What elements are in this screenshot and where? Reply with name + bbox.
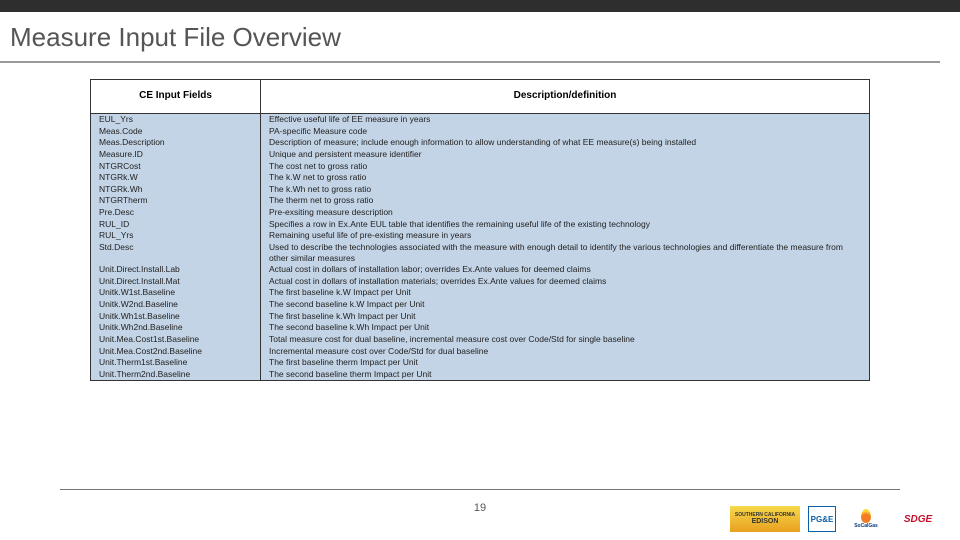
description-cell: The second baseline therm Impact per Uni… [261, 368, 870, 380]
field-cell: Unit.Mea.Cost1st.Baseline [91, 333, 261, 345]
field-cell: Unit.Therm1st.Baseline [91, 357, 261, 369]
description-cell: PA-specific Measure code [261, 125, 870, 137]
table-row: Unit.Mea.Cost2nd.BaselineIncremental mea… [91, 345, 870, 357]
description-cell: The first baseline k.Wh Impact per Unit [261, 310, 870, 322]
table-row: Unit.Mea.Cost1st.BaselineTotal measure c… [91, 333, 870, 345]
description-cell: Pre-exsiting measure description [261, 207, 870, 219]
description-cell: The second baseline k.Wh Impact per Unit [261, 322, 870, 334]
table-row: RUL_IDSpecifies a row in Ex.Ante EUL tab… [91, 218, 870, 230]
table-row: NTGRCostThe cost net to gross ratio [91, 160, 870, 172]
field-cell: NTGRCost [91, 160, 261, 172]
description-cell: Incremental measure cost over Code/Std f… [261, 345, 870, 357]
description-cell: Effective useful life of EE measure in y… [261, 113, 870, 125]
table-row: Unit.Direct.Install.MatActual cost in do… [91, 275, 870, 287]
field-cell: EUL_Yrs [91, 113, 261, 125]
description-cell: The first baseline therm Impact per Unit [261, 357, 870, 369]
table-row: Unitk.Wh1st.BaselineThe first baseline k… [91, 310, 870, 322]
table-row: Std.DescUsed to describe the technologie… [91, 241, 870, 263]
field-cell: Unitk.W2nd.Baseline [91, 299, 261, 311]
field-cell: Unit.Therm2nd.Baseline [91, 368, 261, 380]
socalgas-logo: SoCalGas [844, 506, 888, 532]
field-cell: Std.Desc [91, 241, 261, 263]
table-row: Meas.DescriptionDescription of measure; … [91, 137, 870, 149]
table-row: Measure.IDUnique and persistent measure … [91, 148, 870, 160]
field-cell: NTGRTherm [91, 195, 261, 207]
field-cell: Measure.ID [91, 148, 261, 160]
description-cell: Unique and persistent measure identifier [261, 148, 870, 160]
description-cell: Specifies a row in Ex.Ante EUL table tha… [261, 218, 870, 230]
table-row: NTGRk.WhThe k.Wh net to gross ratio [91, 183, 870, 195]
table-row: Unit.Direct.Install.LabActual cost in do… [91, 264, 870, 276]
footer-rule [60, 489, 900, 490]
pge-logo: PG&E [808, 506, 836, 532]
description-cell: Remaining useful life of pre-existing me… [261, 230, 870, 242]
page-title: Measure Input File Overview [0, 12, 940, 63]
description-cell: Actual cost in dollars of installation l… [261, 264, 870, 276]
description-cell: Description of measure; include enough i… [261, 137, 870, 149]
field-cell: Meas.Code [91, 125, 261, 137]
scg-text: SoCalGas [854, 524, 878, 529]
header-ce-input-fields: CE Input Fields [91, 80, 261, 114]
header-description: Description/definition [261, 80, 870, 114]
description-cell: Actual cost in dollars of installation m… [261, 275, 870, 287]
field-cell: Unit.Mea.Cost2nd.Baseline [91, 345, 261, 357]
footer-logos: SOUTHERN CALIFORNIA EDISON PG&E SoCalGas… [730, 506, 940, 532]
table-row: NTGRk.WThe k.W net to gross ratio [91, 172, 870, 184]
description-cell: The therm net to gross ratio [261, 195, 870, 207]
table-row: Meas.CodePA-specific Measure code [91, 125, 870, 137]
description-cell: Total measure cost for dual baseline, in… [261, 333, 870, 345]
sce-logo: SOUTHERN CALIFORNIA EDISON [730, 506, 800, 532]
sdge-logo: SDGE [896, 506, 940, 532]
description-cell: The cost net to gross ratio [261, 160, 870, 172]
field-cell: NTGRk.Wh [91, 183, 261, 195]
field-cell: RUL_ID [91, 218, 261, 230]
description-cell: The first baseline k.W Impact per Unit [261, 287, 870, 299]
field-cell: Meas.Description [91, 137, 261, 149]
description-cell: The second baseline k.W Impact per Unit [261, 299, 870, 311]
table-row: Unitk.W2nd.BaselineThe second baseline k… [91, 299, 870, 311]
top-bar [0, 0, 960, 12]
description-cell: The k.Wh net to gross ratio [261, 183, 870, 195]
description-cell: The k.W net to gross ratio [261, 172, 870, 184]
table-row: Unitk.W1st.BaselineThe first baseline k.… [91, 287, 870, 299]
field-cell: Unitk.W1st.Baseline [91, 287, 261, 299]
table-row: Unitk.Wh2nd.BaselineThe second baseline … [91, 322, 870, 334]
field-cell: Pre.Desc [91, 207, 261, 219]
field-cell: Unit.Direct.Install.Lab [91, 264, 261, 276]
field-cell: NTGRk.W [91, 172, 261, 184]
table-row: NTGRThermThe therm net to gross ratio [91, 195, 870, 207]
table-row: RUL_YrsRemaining useful life of pre-exis… [91, 230, 870, 242]
table-row: Pre.DescPre-exsiting measure description [91, 207, 870, 219]
field-cell: Unit.Direct.Install.Mat [91, 275, 261, 287]
description-cell: Used to describe the technologies associ… [261, 241, 870, 263]
field-cell: RUL_Yrs [91, 230, 261, 242]
table-row: Unit.Therm1st.BaselineThe first baseline… [91, 357, 870, 369]
definitions-table: CE Input Fields Description/definition E… [90, 79, 870, 381]
field-cell: Unitk.Wh2nd.Baseline [91, 322, 261, 334]
table-row: EUL_YrsEffective useful life of EE measu… [91, 113, 870, 125]
table-row: Unit.Therm2nd.BaselineThe second baselin… [91, 368, 870, 380]
field-cell: Unitk.Wh1st.Baseline [91, 310, 261, 322]
flame-icon [861, 509, 871, 523]
sce-logo-bottom: EDISON [752, 518, 779, 525]
